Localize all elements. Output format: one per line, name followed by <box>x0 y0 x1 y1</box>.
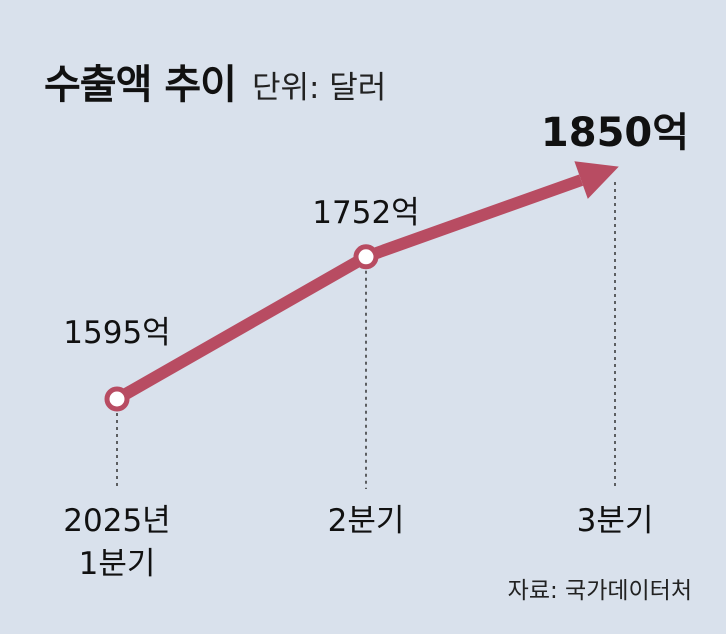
value-label-3: 1850억 <box>541 110 689 156</box>
x-tick-label-1-1: 2025년 <box>63 503 170 539</box>
value-labels: 1595억 1752억 1850억 <box>63 110 689 351</box>
source-note: 자료: 국가데이터처 <box>507 578 692 604</box>
x-tick-labels: 2025년 1분기 2분기 3분기 <box>63 503 653 582</box>
title-block: 수출액 추이 단위: 달러 <box>44 52 386 110</box>
value-label-2: 1752억 <box>312 195 419 231</box>
x-tick-label-2-1: 2분기 <box>328 503 405 539</box>
x-tick-label-1-2: 1분기 <box>79 546 156 582</box>
value-label-1: 1595억 <box>63 315 170 351</box>
markers <box>104 244 379 412</box>
data-point-1 <box>104 386 130 412</box>
x-tick-label-3-1: 3분기 <box>577 503 654 539</box>
data-point-2 <box>353 244 379 270</box>
arrow-head <box>574 161 619 199</box>
guide-lines <box>116 182 616 489</box>
chart-title: 수출액 추이 <box>44 62 237 108</box>
unit-label: 단위: 달러 <box>251 70 387 106</box>
